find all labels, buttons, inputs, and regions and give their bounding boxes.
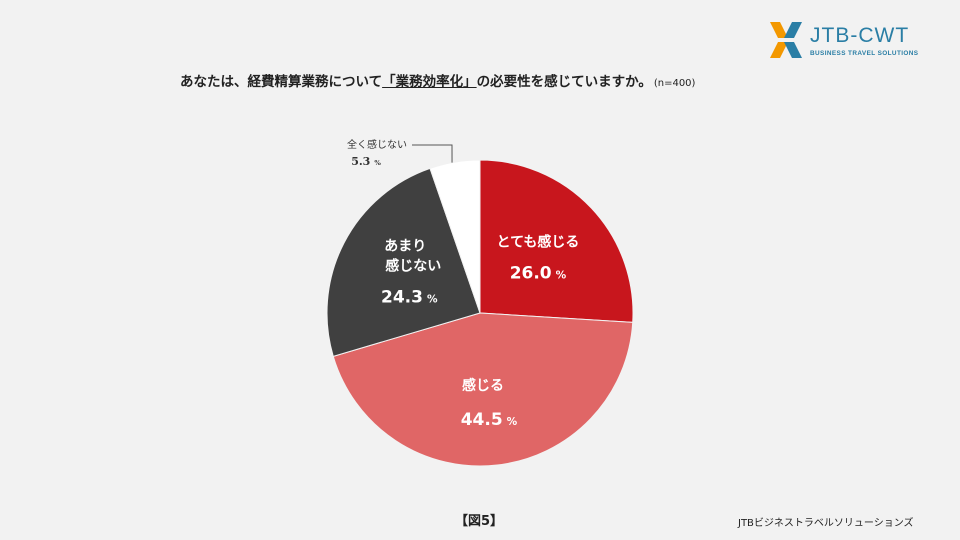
logo-mark-icon <box>770 22 802 58</box>
slice-value-very: 26.0% <box>510 263 567 283</box>
leader-line-not-at-all <box>412 144 453 163</box>
company-logo: JTB-CWT BUSINESS TRAVEL SOLUTIONS <box>766 18 936 62</box>
slice-value-not-at-all: 5.3% <box>351 155 381 168</box>
source-credit: JTBビジネストラベルソリューションズ <box>738 518 914 529</box>
slice-label-not-much-line1: あまり <box>384 239 426 255</box>
slice-value-somewhat: 44.5% <box>461 410 518 430</box>
slice-label-very: とても感じる <box>497 233 580 250</box>
slice-label-somewhat: 感じる <box>462 377 504 394</box>
logo-tagline: BUSINESS TRAVEL SOLUTIONS <box>810 50 919 57</box>
title-pre: あなたは、経費精算業務について <box>180 74 383 90</box>
pie-slice-very <box>479 159 634 323</box>
title-post: の必要性を感じていますか。 <box>476 74 652 90</box>
slice-label-not-at-all: 全く感じない <box>347 138 407 151</box>
figure-label: 【図5】 <box>455 514 504 529</box>
pie-slice-somewhat <box>332 312 634 467</box>
chart-title: あなたは、経費精算業務について「業務効率化」の必要性を感じていますか。 (n=40… <box>180 70 695 90</box>
slice-label-not-much-line2: 感じない <box>385 258 441 275</box>
title-highlight: 「業務効率化」 <box>382 74 477 90</box>
logo-name: JTB-CWT <box>810 24 910 47</box>
pie-slice-not-much <box>326 167 481 357</box>
sample-size: (n=400) <box>653 78 696 89</box>
slice-value-not-much: 24.3% <box>381 288 438 308</box>
pie-slice-not-at-all <box>429 159 481 314</box>
